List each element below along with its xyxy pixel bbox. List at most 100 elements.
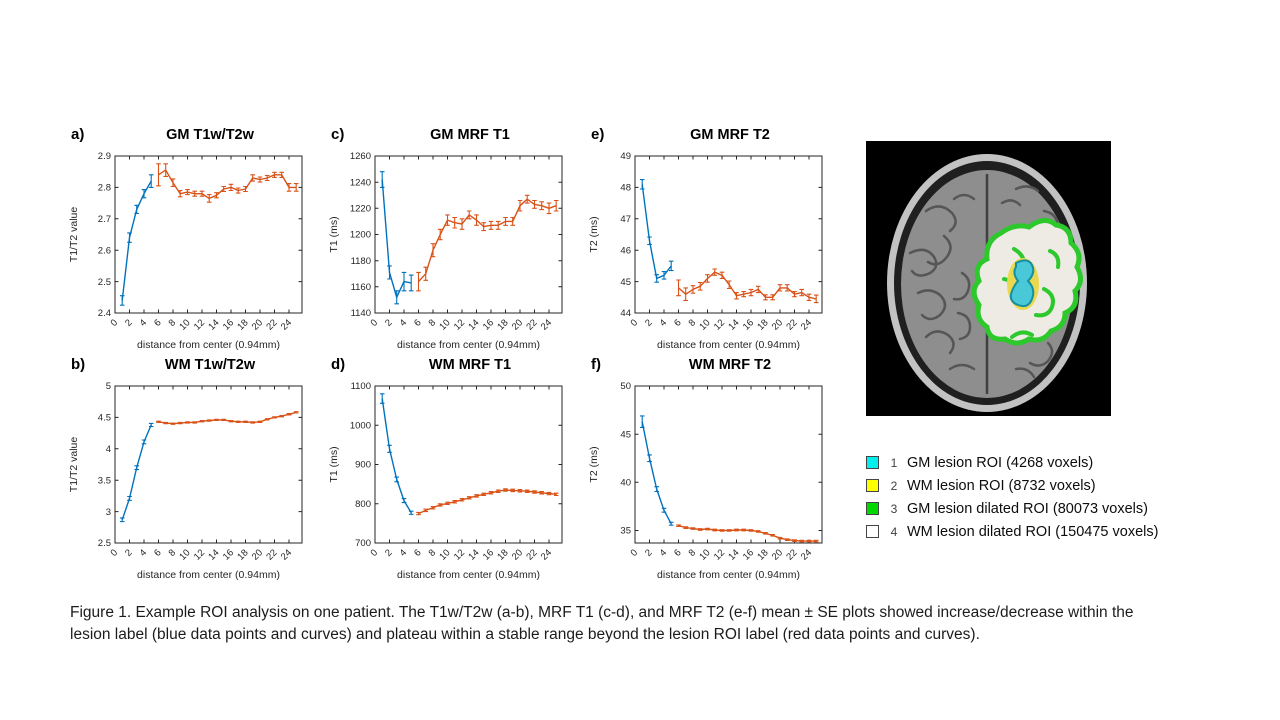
chart-title-d: WM MRF T1: [428, 357, 512, 373]
svg-text:T1 (ms): T1 (ms): [328, 216, 340, 252]
chart-title-a: GM T1w/T2w: [166, 127, 254, 143]
svg-text:2: 2: [123, 547, 135, 559]
svg-text:2.9: 2.9: [98, 151, 111, 162]
svg-text:2.5: 2.5: [98, 277, 111, 288]
svg-text:10: 10: [697, 547, 712, 562]
chart-canvas-d: 0 2 4 6 8 10 12 14 16 18 20 22 2470080090010001100di…: [328, 381, 563, 581]
svg-text:T1/T2 value: T1/T2 value: [68, 207, 80, 263]
svg-text:49: 49: [620, 151, 631, 162]
subplot-d: d) WM MRF T1 0 2 4 6 8 10 12 14 16 18 20 22 24 700 800…: [325, 354, 570, 586]
svg-text:12: 12: [192, 547, 207, 562]
subplot-e: e) GM MRF T2 0 2 4 6 8 10 12 14 16 18 20 22 24 44 45 46…: [585, 124, 830, 356]
subplot-a: a) GM T1w/T2w 0 2 4 6 8 10 12 14 16 18 20 22 24 2.4 2.…: [65, 124, 310, 356]
svg-text:14: 14: [206, 547, 221, 562]
svg-text:5: 5: [106, 381, 111, 392]
panel-label-a: a): [71, 126, 85, 143]
svg-text:900: 900: [355, 460, 371, 471]
svg-text:700: 700: [355, 538, 371, 549]
chart-canvas-b: 0 2 4 6 8 10 12 14 16 18 20 22 242.533.544.55distanc…: [68, 381, 303, 581]
svg-text:20: 20: [250, 547, 265, 562]
svg-text:8: 8: [427, 317, 439, 329]
svg-text:2.5: 2.5: [98, 538, 111, 549]
svg-text:47: 47: [620, 214, 631, 225]
svg-text:2.7: 2.7: [98, 214, 111, 225]
svg-text:distance from center (0.94mm): distance from center (0.94mm): [657, 339, 800, 351]
figure-caption: Figure 1. Example ROI analysis on one pa…: [70, 604, 1134, 643]
svg-text:16: 16: [481, 547, 496, 562]
svg-text:16: 16: [221, 317, 236, 332]
legend-label: GM lesion ROI (4268 voxels): [907, 454, 1094, 471]
svg-text:40: 40: [620, 478, 631, 489]
svg-text:4: 4: [658, 547, 670, 559]
svg-text:12: 12: [452, 547, 467, 562]
chart-canvas-c: 0 2 4 6 8 10 12 14 16 18 20 22 241140116011801200122…: [328, 151, 563, 351]
chart-canvas-e: 0 2 4 6 8 10 12 14 16 18 20 22 24444546474849distanc…: [588, 151, 823, 351]
svg-text:0: 0: [369, 317, 381, 329]
svg-text:2: 2: [643, 317, 655, 329]
svg-text:18: 18: [755, 317, 770, 332]
svg-text:4.5: 4.5: [98, 413, 111, 424]
svg-text:10: 10: [177, 317, 192, 332]
svg-text:16: 16: [741, 317, 756, 332]
svg-text:6: 6: [152, 317, 164, 329]
svg-text:24: 24: [279, 317, 294, 332]
legend-item-wm-lesion-dilated-roi: 4 WM lesion dilated ROI (150475 voxels): [866, 520, 1158, 543]
svg-text:22: 22: [264, 317, 279, 332]
subplot-c-header: c) GM MRF T1: [325, 124, 570, 146]
svg-text:20: 20: [510, 547, 525, 562]
svg-text:2: 2: [383, 317, 395, 329]
subplot-a-header: a) GM T1w/T2w: [65, 124, 310, 146]
svg-text:6: 6: [152, 547, 164, 559]
legend-swatch-wm-lesion-dilated-roi: [866, 525, 879, 538]
brain-mri-illustration: [866, 141, 1111, 416]
legend-number: 3: [890, 501, 898, 516]
svg-text:46: 46: [620, 245, 631, 256]
svg-text:45: 45: [620, 277, 631, 288]
svg-text:24: 24: [799, 547, 814, 562]
svg-text:T1 (ms): T1 (ms): [328, 446, 340, 482]
svg-text:distance from center (0.94mm): distance from center (0.94mm): [397, 569, 540, 581]
svg-text:4: 4: [138, 547, 150, 559]
legend-item-gm-lesion-roi: 1 GM lesion ROI (4268 voxels): [866, 451, 1158, 474]
subplot-e-header: e) GM MRF T2: [585, 124, 830, 146]
subplot-f: f) WM MRF T2 0 2 4 6 8 10 12 14 16 18 20 22 24 35 40 45…: [585, 354, 830, 586]
svg-text:18: 18: [235, 317, 250, 332]
svg-text:48: 48: [620, 183, 631, 194]
legend-swatch-gm-lesion-dilated-roi: [866, 502, 879, 515]
panel-label-c: c): [331, 126, 345, 143]
subplot-c: c) GM MRF T1 0 2 4 6 8 10 12 14 16 18 20 22 24 1140 11…: [325, 124, 570, 356]
svg-text:16: 16: [481, 317, 496, 332]
legend-swatch-wm-lesion-roi: [866, 479, 879, 492]
svg-text:1200: 1200: [350, 230, 371, 241]
svg-text:24: 24: [279, 547, 294, 562]
chart-title-c: GM MRF T1: [430, 127, 510, 143]
svg-text:4: 4: [106, 444, 111, 455]
svg-text:10: 10: [697, 317, 712, 332]
svg-text:distance from center (0.94mm): distance from center (0.94mm): [657, 569, 800, 581]
svg-text:2: 2: [383, 547, 395, 559]
svg-text:22: 22: [524, 317, 539, 332]
svg-text:4: 4: [398, 547, 410, 559]
svg-text:T2 (ms): T2 (ms): [588, 446, 600, 482]
svg-text:14: 14: [726, 317, 741, 332]
panel-label-f: f): [591, 356, 601, 373]
svg-text:10: 10: [177, 547, 192, 562]
svg-text:4: 4: [398, 317, 410, 329]
svg-text:6: 6: [412, 317, 424, 329]
svg-text:8: 8: [687, 317, 699, 329]
svg-text:distance from center (0.94mm): distance from center (0.94mm): [137, 569, 280, 581]
svg-text:10: 10: [437, 317, 452, 332]
legend-number: 1: [890, 455, 898, 470]
svg-text:0: 0: [629, 317, 641, 329]
svg-text:12: 12: [452, 317, 467, 332]
svg-text:1140: 1140: [351, 308, 371, 319]
svg-text:8: 8: [427, 547, 439, 559]
svg-text:T1/T2 value: T1/T2 value: [68, 437, 80, 493]
chart-title-f: WM MRF T2: [688, 357, 772, 373]
svg-text:6: 6: [672, 317, 684, 329]
svg-text:8: 8: [167, 547, 179, 559]
legend-item-wm-lesion-roi: 2 WM lesion ROI (8732 voxels): [866, 474, 1158, 497]
svg-text:6: 6: [672, 547, 684, 559]
svg-text:0: 0: [629, 547, 641, 559]
svg-text:4: 4: [658, 317, 670, 329]
